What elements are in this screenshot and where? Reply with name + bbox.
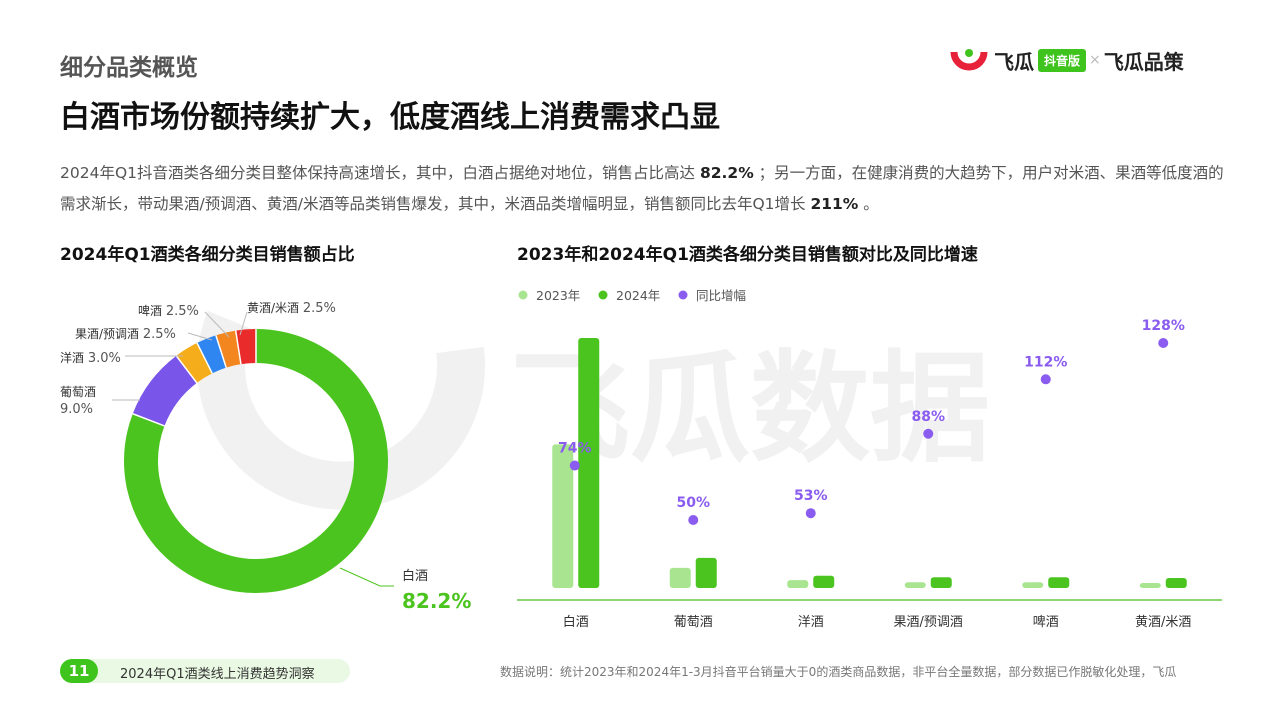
bar-2023 bbox=[1022, 582, 1044, 588]
brand-logo: 飞瓜 抖音版 × 飞瓜品策 bbox=[950, 44, 1184, 76]
bar-2024 bbox=[1165, 577, 1187, 588]
bar-2024 bbox=[695, 557, 717, 588]
donut-label-value: 3.0% bbox=[88, 351, 121, 366]
section-label: 细分品类概览 bbox=[60, 55, 198, 81]
legend-label: 2024年 bbox=[616, 288, 660, 303]
donut-separator bbox=[234, 330, 242, 365]
bar-2023 bbox=[669, 567, 691, 588]
bar-2024 bbox=[578, 338, 600, 588]
donut-label-value: 2.5% bbox=[303, 301, 336, 316]
growth-label: 74% bbox=[558, 441, 592, 457]
brand-badge: 抖音版 bbox=[1038, 48, 1087, 72]
legend-label: 2023年 bbox=[536, 288, 580, 303]
summary-text-3: 。 bbox=[858, 195, 879, 213]
bar-2024 bbox=[1048, 577, 1070, 588]
donut-leader-line bbox=[239, 311, 248, 336]
donut-label-name: 果酒/预调酒 2.5% bbox=[75, 327, 176, 342]
footer-data-note: 数据说明：统计2023年和2024年1-3月抖音平台销量大于0的酒类商品数据，非… bbox=[500, 665, 1177, 679]
growth-point bbox=[805, 508, 816, 519]
donut-separator bbox=[132, 413, 165, 427]
bar-2023 bbox=[1139, 582, 1161, 588]
growth-label: 112% bbox=[1024, 354, 1067, 370]
summary-highlight-growth: 211% bbox=[810, 195, 859, 213]
x-tick-label: 黄酒/米酒 bbox=[1135, 615, 1191, 630]
donut-separator bbox=[196, 342, 213, 374]
page-headline: 白酒市场份额持续扩大，低度酒线上消费需求凸显 bbox=[60, 100, 720, 135]
legend-marker bbox=[678, 290, 688, 300]
donut-leader-line bbox=[339, 567, 394, 587]
growth-point bbox=[1158, 338, 1169, 348]
donut-label-value: 2.5% bbox=[143, 327, 176, 342]
page-number: 11 bbox=[60, 659, 98, 683]
legend-marker bbox=[598, 290, 608, 300]
brand-name: 飞瓜 bbox=[994, 49, 1034, 74]
donut-leader-line bbox=[204, 311, 230, 338]
donut-chart-title: 2024年Q1酒类各细分类目销售额占比 bbox=[60, 245, 355, 265]
legend-marker bbox=[518, 290, 528, 300]
footer-pill bbox=[60, 659, 350, 683]
summary-text-2: ；另一方面，在健康消费的大趋势下，用户对米酒、果酒等低度酒的需求渐长，带动果酒/… bbox=[60, 164, 1224, 213]
donut-label-name: 黄酒/米酒 2.5% bbox=[247, 301, 336, 316]
brand-separator: × bbox=[1089, 52, 1101, 68]
donut-slice bbox=[235, 329, 257, 365]
x-tick-label: 果酒/预调酒 bbox=[894, 615, 963, 630]
donut-slice bbox=[132, 355, 198, 427]
growth-label: 53% bbox=[794, 488, 828, 504]
donut-slice bbox=[197, 335, 227, 374]
legend-label: 同比增幅 bbox=[696, 288, 746, 303]
bar-chart: 白酒 74% 葡萄酒 50% 洋酒 53% 果酒/预调酒 88% 啤酒 112% 黄酒/米酒 128%… bbox=[517, 288, 1222, 630]
bar-2023 bbox=[787, 580, 809, 588]
donut-label-name: 洋酒 3.0% bbox=[60, 350, 121, 366]
x-tick-label: 葡萄酒 bbox=[674, 615, 713, 630]
donut-separator bbox=[175, 355, 198, 384]
brand-mark-icon bbox=[950, 49, 988, 71]
summary-highlight-share: 82.2% bbox=[699, 164, 754, 182]
growth-label: 88% bbox=[911, 409, 945, 425]
donut-label-name: 葡萄酒 bbox=[60, 385, 96, 399]
summary-text-1: 2024年Q1抖音酒类各细分类目整体保持高速增长，其中，白酒占据绝对地位，销售占… bbox=[60, 164, 700, 182]
footer-report-title: 2024年Q1酒类线上消费趋势洞察 bbox=[120, 667, 315, 682]
donut-separator bbox=[215, 335, 227, 368]
bar-2023 bbox=[904, 582, 926, 588]
donut-leader-line bbox=[187, 332, 213, 341]
donut-slice bbox=[176, 342, 213, 384]
bar-chart-title: 2023年和2024年Q1酒类各细分类目销售额对比及同比增速 bbox=[517, 245, 978, 265]
growth-point bbox=[923, 428, 934, 439]
summary-paragraph: 2024年Q1抖音酒类各细分类目整体保持高速增长，其中，白酒占据绝对地位，销售占… bbox=[60, 158, 1225, 220]
donut-label-value: 9.0% bbox=[60, 402, 93, 417]
donut-slice bbox=[215, 330, 242, 368]
donut-chart: 白酒 82.2% 葡萄酒 9.0% 洋酒 3.0% 果酒/预调酒 2.5% 啤酒 2.5% 黄… bbox=[60, 301, 471, 613]
growth-label: 50% bbox=[676, 495, 710, 511]
x-tick-label: 啤酒 bbox=[1033, 615, 1059, 630]
brand-partner-name: 飞瓜品策 bbox=[1103, 49, 1184, 74]
donut-label-value: 2.5% bbox=[166, 304, 199, 319]
donut-label-value: 82.2% bbox=[402, 589, 471, 613]
donut-slice bbox=[124, 329, 388, 593]
growth-point bbox=[688, 515, 699, 525]
bar-2023 bbox=[552, 444, 574, 588]
x-tick-label: 洋酒 bbox=[798, 615, 824, 630]
growth-label: 128% bbox=[1142, 318, 1185, 334]
bar-2024 bbox=[930, 577, 952, 588]
x-tick-label: 白酒 bbox=[563, 614, 589, 630]
donut-label-name: 白酒 bbox=[402, 568, 428, 584]
watermark-arc bbox=[197, 310, 485, 510]
growth-point bbox=[569, 460, 580, 471]
donut-label-name: 啤酒 2.5% bbox=[138, 303, 199, 319]
growth-point bbox=[1040, 374, 1051, 385]
bar-2024 bbox=[813, 575, 835, 588]
